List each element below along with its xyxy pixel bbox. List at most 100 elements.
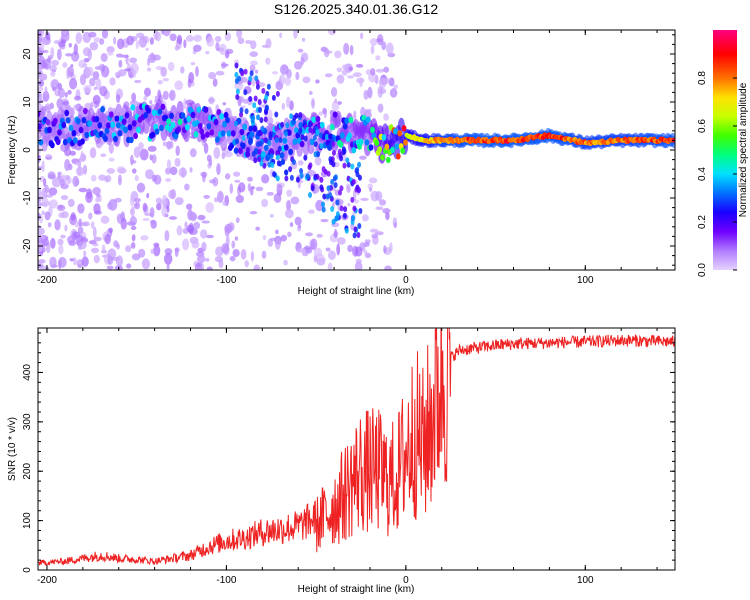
heatmap-cell — [168, 216, 178, 220]
heatmap-cell — [104, 127, 110, 135]
heatmap-cell — [327, 250, 336, 261]
colorbar-ticks: 0.0 0.2 0.4 0.6 0.8 — [697, 71, 737, 277]
heatmap-cell — [48, 187, 58, 196]
heatmap-cell — [57, 171, 62, 176]
heatmap-cell — [208, 96, 215, 105]
heatmap-cell — [134, 79, 142, 84]
heatmap-cell — [324, 133, 329, 140]
heatmap-cell — [79, 74, 87, 86]
heatmap-cell — [284, 130, 289, 137]
heatmap-cell — [302, 37, 306, 42]
heatmap-cell — [208, 159, 213, 167]
heatmap-cell — [89, 41, 99, 51]
heatmap-cell — [89, 147, 97, 159]
heatmap-cell — [51, 86, 57, 92]
heatmap-cell — [107, 248, 117, 260]
heatmap-cell — [93, 103, 97, 108]
heatmap-cell — [174, 45, 180, 51]
heatmap-cell — [315, 79, 320, 84]
heatmap-cell — [167, 125, 173, 133]
heatmap-cell — [339, 132, 345, 139]
heatmap-cell — [307, 164, 312, 171]
heatmap-cell — [176, 34, 183, 45]
heatmap-cell — [55, 138, 61, 146]
heatmap-cell — [58, 41, 66, 48]
heatmap-cell — [162, 141, 168, 147]
heatmap-cell — [78, 59, 86, 69]
heatmap-cell — [50, 237, 56, 249]
heatmap-cell — [83, 84, 92, 93]
heatmap-cell — [256, 114, 261, 121]
heatmap-cell — [358, 138, 364, 145]
heatmap-cell — [184, 124, 190, 131]
heatmap-cell — [312, 134, 317, 141]
heatmap-cell — [351, 215, 356, 222]
heatmap-cell — [189, 167, 193, 173]
snr-frame — [37, 327, 676, 571]
heatmap-cell — [217, 190, 224, 203]
x-tick-label: -200 — [37, 575, 57, 586]
heatmap-cell — [161, 205, 168, 217]
heatmap-cell — [180, 66, 185, 74]
heatmap-cell — [265, 57, 271, 65]
heatmap-cell — [52, 117, 58, 125]
heatmap-cell — [92, 242, 99, 247]
heatmap-cell — [274, 137, 279, 144]
heatmap-cell — [249, 70, 254, 77]
heatmap-cell — [235, 94, 240, 101]
heatmap-cell — [188, 72, 195, 84]
heatmap-cell — [54, 219, 61, 231]
heatmap-cell — [50, 71, 56, 77]
heatmap-cell — [339, 155, 344, 162]
heatmap-cell — [38, 143, 42, 155]
heatmap-cell — [355, 258, 362, 264]
heatmap-cell — [393, 222, 397, 229]
heatmap-cell — [364, 252, 372, 259]
heatmap-cell — [41, 239, 50, 247]
heatmap-cell — [249, 210, 258, 215]
x-tick-label: 100 — [577, 575, 594, 586]
heatmap-cell — [291, 158, 296, 165]
heatmap-cell — [191, 240, 200, 249]
heatmap-cell — [44, 86, 48, 96]
heatmap-cell — [222, 121, 228, 128]
heatmap-cell — [397, 130, 403, 137]
heatmap-cell — [72, 175, 80, 188]
spectrogram-y-label: Frequency (Hz) — [7, 116, 18, 185]
heatmap-cell — [289, 222, 294, 228]
heatmap-cell — [350, 163, 355, 170]
heatmap-cell — [350, 196, 355, 203]
heatmap-cell — [213, 147, 221, 159]
heatmap-cell — [229, 183, 234, 194]
heatmap-cell — [64, 109, 70, 117]
heatmap-cell — [130, 62, 139, 75]
heatmap-cell — [135, 32, 145, 39]
heatmap-cell — [260, 126, 265, 133]
heatmap-cell — [375, 190, 383, 202]
heatmap-cell — [157, 108, 163, 115]
heatmap-cell — [257, 148, 262, 155]
heatmap-cell — [101, 30, 109, 39]
heatmap-cell — [267, 238, 274, 247]
heatmap-cell — [117, 168, 127, 174]
heatmap-cell — [349, 44, 354, 56]
heatmap-cell — [38, 229, 43, 238]
heatmap-cell — [41, 160, 45, 173]
heatmap-cell — [331, 140, 336, 147]
heatmap-cell — [160, 66, 168, 77]
heatmap-cell — [240, 249, 247, 260]
x-tick-label: -100 — [216, 275, 236, 286]
heatmap-cell — [136, 126, 141, 134]
heatmap-cell — [389, 88, 398, 98]
heatmap-cell — [371, 233, 379, 239]
heatmap-cell — [38, 73, 48, 81]
heatmap-cell — [41, 210, 46, 216]
heatmap-cell — [275, 90, 280, 97]
heatmap-cell — [123, 126, 128, 134]
heatmap-cell — [100, 52, 108, 62]
heatmap-cell — [153, 244, 161, 257]
heatmap-cell — [229, 255, 236, 262]
heatmap-cell — [116, 243, 120, 250]
heatmap-cell — [293, 127, 299, 134]
heatmap-cell — [403, 139, 408, 146]
